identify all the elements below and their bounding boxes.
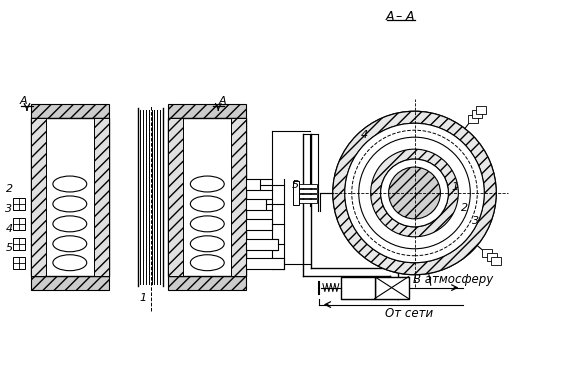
Circle shape [345, 123, 484, 263]
Text: A: A [19, 96, 27, 106]
Bar [168, 118, 184, 276]
Bar [31, 118, 109, 276]
Bar [13, 198, 25, 210]
Bar [31, 118, 46, 276]
Circle shape [359, 137, 470, 249]
Bar [246, 199, 266, 210]
Bar [246, 219, 272, 230]
Ellipse shape [53, 236, 87, 252]
Text: 4: 4 [6, 224, 13, 234]
Ellipse shape [53, 255, 87, 271]
Bar [13, 218, 25, 230]
Text: 5: 5 [291, 180, 299, 190]
Ellipse shape [53, 216, 87, 232]
Bar [246, 258, 284, 269]
Ellipse shape [190, 236, 224, 252]
Circle shape [380, 159, 448, 227]
Text: 2: 2 [462, 203, 468, 213]
Bar [341, 277, 375, 299]
Bar [468, 115, 478, 123]
Bar [299, 199, 317, 203]
Ellipse shape [53, 196, 87, 212]
Text: 5: 5 [6, 243, 13, 253]
Bar [475, 106, 486, 114]
Bar [168, 276, 246, 290]
Text: 1: 1 [139, 293, 146, 303]
Text: A: A [406, 10, 414, 23]
Bar [487, 253, 497, 261]
Bar [168, 118, 246, 276]
Bar [31, 276, 109, 290]
Text: 1: 1 [451, 182, 459, 192]
Text: A: A [386, 10, 395, 23]
Text: 3: 3 [472, 216, 479, 226]
Bar [231, 118, 246, 276]
Bar [472, 111, 482, 118]
Bar [375, 277, 408, 299]
Bar [482, 249, 492, 257]
Bar [31, 104, 109, 118]
Bar [246, 179, 260, 190]
Circle shape [388, 167, 440, 219]
Text: –: – [395, 10, 402, 23]
Bar [168, 104, 246, 118]
Bar [94, 118, 109, 276]
Ellipse shape [190, 255, 224, 271]
Ellipse shape [53, 176, 87, 192]
Bar [299, 184, 317, 188]
Text: От сети: От сети [384, 306, 433, 319]
Bar [293, 181, 299, 205]
Bar [299, 194, 317, 198]
Bar [246, 239, 278, 250]
Ellipse shape [190, 176, 224, 192]
Text: 3: 3 [6, 204, 13, 214]
Text: 6: 6 [388, 252, 396, 265]
Bar [491, 257, 502, 265]
Text: 4: 4 [361, 130, 368, 140]
Text: 2: 2 [6, 184, 13, 194]
Circle shape [333, 111, 496, 275]
Bar [13, 257, 25, 269]
Text: В атмосферу: В атмосферу [412, 273, 492, 286]
Bar [299, 189, 317, 193]
Ellipse shape [190, 216, 224, 232]
Ellipse shape [190, 196, 224, 212]
Text: A: A [219, 96, 226, 106]
Bar [13, 238, 25, 250]
